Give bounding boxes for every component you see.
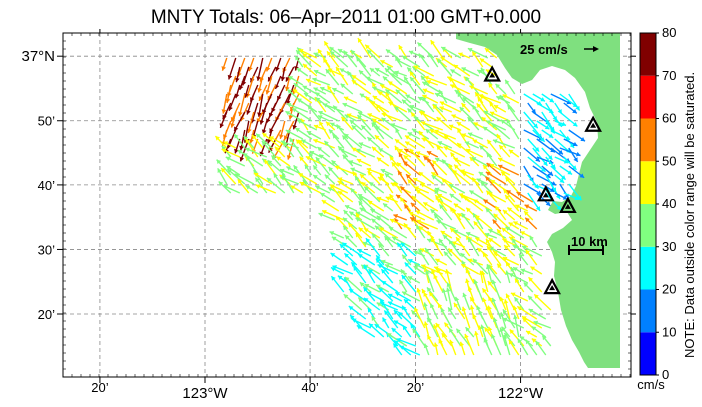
reference-arrow: 25 cm/s <box>520 42 599 57</box>
radar-station-marker <box>536 185 555 202</box>
colorbar-unit: cm/s <box>637 377 665 392</box>
y-tick-label: 37°N <box>21 48 55 65</box>
current-vectors <box>214 37 586 356</box>
colorbar-cell <box>640 118 656 162</box>
colorbar-cell <box>640 246 656 290</box>
colorbar-tick-label: 20 <box>662 282 676 297</box>
radar-station-marker <box>559 196 577 214</box>
colorbar-cell <box>640 204 656 247</box>
colorbar-tick-label: 50 <box>662 153 676 168</box>
colorbar-tick-label: 70 <box>662 68 676 83</box>
radar-station-marker <box>584 115 602 132</box>
map-frame <box>62 32 632 378</box>
colorbar-cell <box>640 332 656 375</box>
x-tick-label: 20’ <box>91 380 108 395</box>
axis-ticks: 20’ 123°W 40’ 20’ 122°W 37°N 50’ 40’ 30’ 20’ <box>21 29 636 402</box>
colorbar-cell <box>640 161 656 204</box>
colorbar-cell <box>640 33 656 76</box>
x-tick-label: 123°W <box>182 385 228 402</box>
x-tick-label: 122°W <box>498 385 544 402</box>
land-mass <box>456 33 620 368</box>
colorbar: 0 10 20 30 40 50 60 70 80 cm/s NOTE: Data outsid… <box>637 25 697 392</box>
y-tick-label: 20’ <box>38 307 55 322</box>
y-tick-label: 30’ <box>38 242 55 257</box>
y-tick-label: 40’ <box>38 178 55 193</box>
scale-bar: 10 km <box>568 234 608 255</box>
figure-title: MNTY Totals: 06–Apr–2011 01:00 GMT+0.000 <box>151 7 541 28</box>
colorbar-tick-label: 40 <box>662 196 676 211</box>
radar-station-marker <box>543 277 561 295</box>
radar-stations <box>483 65 602 295</box>
reference-arrow-label: 25 cm/s <box>520 42 568 57</box>
y-tick-label: 50’ <box>38 114 55 129</box>
colorbar-tick-label: 10 <box>662 324 676 339</box>
colorbar-tick-label: 80 <box>662 25 676 40</box>
colorbar-cells <box>640 33 656 375</box>
colorbar-tick-label: 30 <box>662 239 676 254</box>
colorbar-cell <box>640 75 656 119</box>
colorbar-tick-label: 0 <box>662 367 669 382</box>
colorbar-ticks: 0 10 20 30 40 50 60 70 80 <box>656 25 676 382</box>
colorbar-cell <box>640 289 656 333</box>
x-tick-label: 20’ <box>407 380 424 395</box>
radar-station-marker <box>483 65 501 82</box>
scale-bar-label: 10 km <box>571 234 608 249</box>
colorbar-note: NOTE: Data outside color range will be s… <box>682 72 697 358</box>
map-panel: 25 cm/s 10 km 20’ 123°W 40’ 20’ 122°W 37°N 50’… <box>21 29 636 402</box>
x-tick-label: 40’ <box>301 380 318 395</box>
colorbar-tick-label: 60 <box>662 111 676 126</box>
